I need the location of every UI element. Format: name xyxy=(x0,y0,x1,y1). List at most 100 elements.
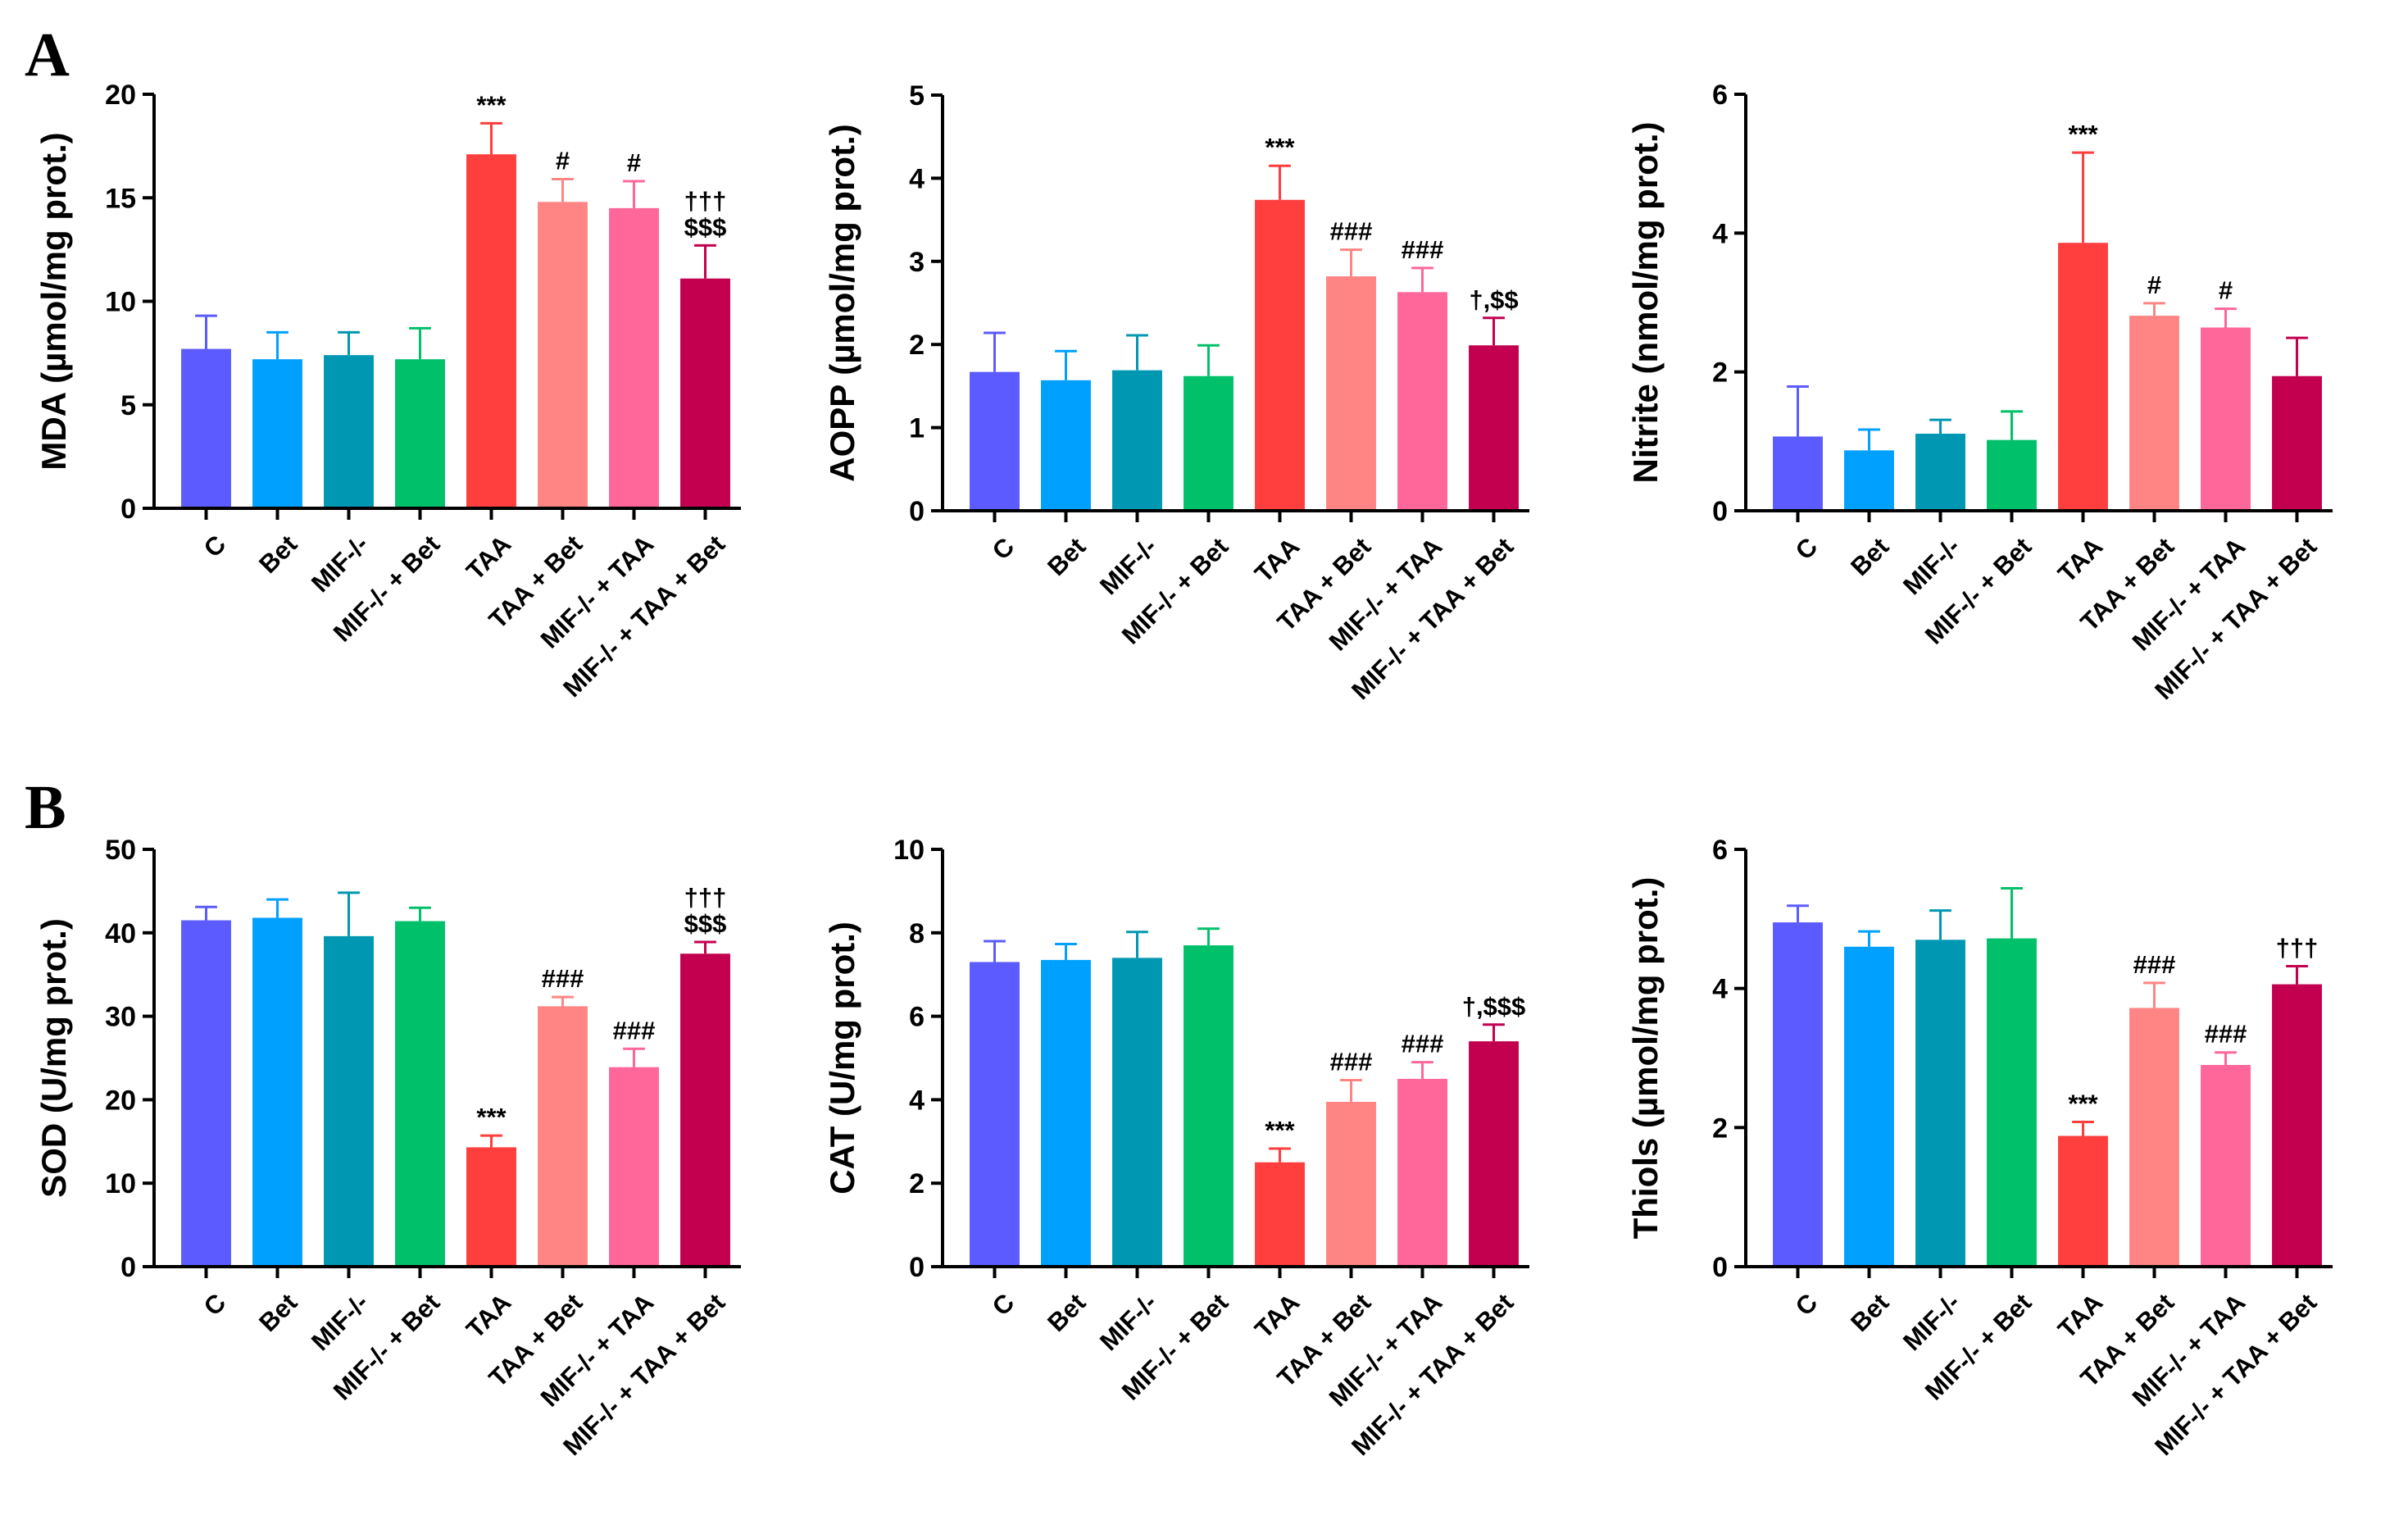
x-tick-label-mif: MIF-/- xyxy=(1897,1288,1965,1356)
significance-label-taa-bet: ### xyxy=(1330,1047,1373,1076)
y-tick-label: 10 xyxy=(105,1168,136,1199)
bar-c xyxy=(1773,436,1823,511)
y-tick-label: 4 xyxy=(1712,974,1728,1005)
x-tick-label-bet: Bet xyxy=(1845,1288,1894,1337)
significance-label-mif-taa-bet: $$$ xyxy=(684,909,727,938)
significance-label-mif-taa-bet: ††† xyxy=(684,883,727,912)
bar-mif-taa xyxy=(2201,327,2251,511)
y-axis-label: CAT (U/mg prot.) xyxy=(823,921,861,1195)
bar-taa xyxy=(466,1147,516,1267)
bar-bet xyxy=(252,917,302,1267)
bar-taa-bet xyxy=(1326,1101,1376,1267)
significance-label-mif-taa: # xyxy=(627,148,641,177)
bar-mif-taa-bet xyxy=(2272,984,2322,1267)
y-tick-label: 6 xyxy=(1712,835,1728,866)
bar-taa xyxy=(1255,1162,1305,1267)
y-tick-label: 0 xyxy=(1712,1252,1728,1283)
bar-mif-bet xyxy=(395,359,445,508)
chart-sod: SOD (U/mg prot.)C Bet MIF-/-MIF-/- + Bet**… xyxy=(34,835,741,1461)
bar-mif-bet xyxy=(1184,945,1234,1267)
bar-mif xyxy=(1915,434,1965,511)
significance-label-mif-taa: # xyxy=(2219,276,2233,305)
bar-mif-taa-bet xyxy=(2272,375,2322,511)
bar-mif-bet xyxy=(1184,375,1234,511)
bar-bet xyxy=(1041,380,1091,511)
significance-label-taa-bet: # xyxy=(2147,271,2161,299)
x-tick-label-taa: TAA xyxy=(1249,532,1305,588)
y-tick-label: 0 xyxy=(909,1252,925,1283)
y-tick-label: 15 xyxy=(105,183,136,214)
x-tick-label-bet: Bet xyxy=(1042,1288,1091,1337)
bar-taa xyxy=(2058,243,2108,511)
panel-label-a: A xyxy=(25,20,70,89)
chart-aopp: AOPP (µmol/mg prot.)C Bet MIF-/-MIF-/- + B… xyxy=(823,80,1529,705)
x-tick-label-bet: Bet xyxy=(253,530,302,579)
y-tick-label: 0 xyxy=(909,496,925,527)
bar-mif-bet xyxy=(1987,439,2037,511)
y-tick-label: 2 xyxy=(1712,357,1728,389)
y-tick-label: 30 xyxy=(105,1002,136,1033)
y-tick-label: 4 xyxy=(909,1085,925,1116)
significance-label-mif-taa: ### xyxy=(613,1016,656,1044)
y-tick-label: 20 xyxy=(105,1085,136,1116)
y-tick-label: 50 xyxy=(105,835,136,866)
bar-mif-taa-bet xyxy=(680,953,730,1267)
x-tick-label-taa: TAA xyxy=(2052,1288,2108,1344)
y-axis-label: MDA (µmol/mg prot.) xyxy=(34,132,73,470)
x-tick-label-bet: Bet xyxy=(253,1288,302,1337)
bar-mif-taa xyxy=(609,207,659,508)
bar-mif xyxy=(1915,940,1965,1267)
bar-taa-bet xyxy=(2129,1008,2179,1267)
significance-label-taa: *** xyxy=(2068,120,2098,148)
y-tick-label: 10 xyxy=(105,287,136,318)
x-tick-label-c: C xyxy=(1790,1288,1824,1322)
bar-bet xyxy=(1041,959,1091,1267)
bar-bet xyxy=(252,359,302,508)
x-tick-label-mif: MIF-/- xyxy=(1897,532,1965,600)
bar-c xyxy=(1773,922,1823,1267)
bar-mif xyxy=(324,355,374,508)
significance-label-mif-taa: ### xyxy=(2205,1020,2247,1049)
chart-cat: CAT (U/mg prot.)C Bet MIF-/-MIF-/- + Bet**… xyxy=(823,835,1529,1461)
bar-mif-taa-bet xyxy=(1469,345,1519,511)
significance-label-taa-bet: ### xyxy=(542,964,584,993)
x-tick-label-c: C xyxy=(987,1288,1020,1322)
y-tick-label: 3 xyxy=(909,247,925,278)
bar-mif-bet xyxy=(395,921,445,1267)
significance-label-mif-taa: ### xyxy=(1402,235,1444,264)
significance-label-mif-taa-bet: †,$$$ xyxy=(1462,992,1526,1021)
y-tick-label: 4 xyxy=(1712,218,1728,249)
chart-mda: MDA (µmol/mg prot.)C Bet MIF-/-MIF-/- + Be… xyxy=(34,80,741,703)
significance-label-mif-taa-bet: †,$$ xyxy=(1469,285,1518,314)
bar-taa-bet xyxy=(538,1006,588,1267)
x-tick-label-taa: TAA xyxy=(461,1288,516,1344)
bar-c xyxy=(181,920,231,1267)
x-tick-label-c: C xyxy=(198,530,232,563)
bar-mif-taa-bet xyxy=(1469,1041,1519,1267)
significance-label-taa-bet: # xyxy=(556,147,570,175)
y-tick-label: 10 xyxy=(893,835,925,866)
significance-label-taa: *** xyxy=(476,90,507,119)
significance-label-mif-taa: ### xyxy=(1402,1030,1444,1058)
y-tick-label: 0 xyxy=(120,1252,136,1283)
x-tick-label-mif: MIF-/- xyxy=(306,530,374,598)
y-tick-label: 2 xyxy=(909,1168,925,1199)
bar-bet xyxy=(1844,946,1894,1267)
bar-mif-taa-bet xyxy=(680,278,730,508)
y-tick-label: 40 xyxy=(105,918,136,949)
bar-mif-taa xyxy=(1397,1078,1447,1267)
y-tick-label: 20 xyxy=(105,80,136,111)
bar-taa xyxy=(1255,199,1305,511)
bar-mif-taa xyxy=(1397,292,1447,511)
significance-label-taa: *** xyxy=(1265,1116,1295,1144)
significance-label-taa-bet: ### xyxy=(1330,217,1373,246)
y-tick-label: 6 xyxy=(1712,80,1728,111)
panel-label-b: B xyxy=(25,773,66,842)
y-tick-label: 6 xyxy=(909,1002,925,1033)
y-tick-label: 2 xyxy=(1712,1113,1728,1144)
bar-taa-bet xyxy=(2129,316,2179,511)
chart-thiols: Thiols (µmol/mg prot.)C Bet MIF-/-MIF-/- +… xyxy=(1626,835,2333,1461)
x-tick-label-bet: Bet xyxy=(1042,532,1091,581)
significance-label-taa-bet: ### xyxy=(2133,950,2176,979)
